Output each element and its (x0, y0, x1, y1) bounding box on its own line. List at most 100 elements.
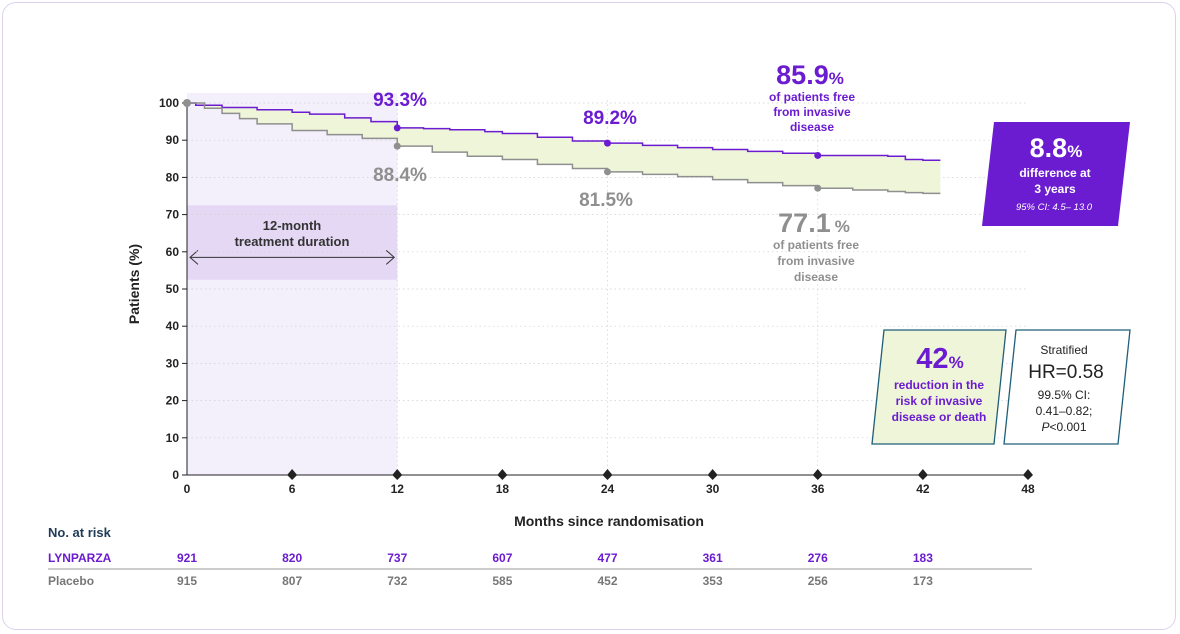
x-tick-label-42: 42 (916, 482, 930, 496)
hr-p-text: P<0.001 (1041, 420, 1086, 434)
reduction-line2: risk of invasive (896, 394, 983, 408)
y-tick-label-20: 20 (166, 394, 180, 408)
x-axis-title: Months since randomisation (514, 513, 704, 529)
placebo-36-line2: from invasive (777, 254, 855, 268)
treatment-label-line1: 12-month (263, 218, 322, 233)
risk-value-placebo-18: 585 (492, 574, 512, 588)
risk-value-lynparza-36: 276 (808, 551, 828, 565)
risk-value-lynparza-30: 361 (703, 551, 723, 565)
risk-value-placebo-30: 353 (703, 574, 723, 588)
hr-p-value: <0.001 (1049, 420, 1086, 434)
lynparza-36-unit: % (829, 69, 844, 88)
risk-value-lynparza-18: 607 (492, 551, 512, 565)
placebo-line (187, 102, 941, 195)
lynparza-36-line2: from invasive (773, 105, 851, 119)
lynparza-36-line3: disease (790, 120, 834, 134)
x-tick-diamond-6 (287, 469, 298, 480)
x-tick-diamond-12 (392, 469, 403, 480)
treatment-window-box (187, 205, 398, 280)
risk-value-placebo-24: 452 (597, 574, 617, 588)
difference-line2: 3 years (1034, 182, 1076, 196)
y-tick-label-10: 10 (166, 431, 180, 445)
y-tick-label-60: 60 (166, 245, 180, 259)
placebo-12-label: 88.4% (373, 165, 427, 186)
y-tick-label-0: 0 (172, 468, 179, 482)
lynparza-24-label: 89.2% (583, 108, 637, 129)
x-tick-diamond-24 (602, 469, 613, 480)
y-tick-label-80: 80 (166, 170, 180, 184)
y-tick-label-40: 40 (166, 319, 180, 333)
y-tick-label-30: 30 (166, 356, 180, 370)
placebo-36-line3: disease (794, 270, 838, 284)
x-tick-diamond-42 (917, 469, 928, 480)
reduction-line3: disease or death (892, 410, 987, 424)
placebo-24-label: 81.5% (579, 190, 633, 211)
difference-line1: difference at (1019, 166, 1090, 180)
y-tick-label-50: 50 (166, 282, 180, 296)
risk-row-label-placebo: Placebo (48, 574, 94, 588)
risk-value-placebo-12: 732 (387, 574, 407, 588)
risk-row-label-lynparza: LYNPARZA (48, 551, 112, 565)
placebo-36-line1: of patients free (773, 238, 859, 252)
difference-unit: % (1067, 142, 1082, 161)
x-tick-diamond-30 (707, 469, 718, 480)
x-tick-diamond-36 (812, 469, 823, 480)
x-tick-label-30: 30 (706, 482, 720, 496)
x-tick-label-0: 0 (184, 482, 191, 496)
y-tick-label-100: 100 (159, 96, 179, 110)
y-axis-title: Patients (%) (126, 244, 142, 324)
treatment-label-line2: treatment duration (235, 234, 350, 249)
risk-value-lynparza-42: 183 (913, 551, 933, 565)
difference-ci: 95% CI: 4.5– 13.0 (1016, 202, 1093, 213)
x-tick-label-24: 24 (601, 482, 615, 496)
placebo-36-unit: % (835, 217, 850, 236)
x-tick-diamond-18 (497, 469, 508, 480)
risk-value-placebo-42: 173 (913, 574, 933, 588)
hr-ci2: 0.41–0.82; (1036, 404, 1093, 418)
hr-box (1003, 329, 1131, 445)
risk-value-lynparza-0: 921 (177, 551, 197, 565)
risk-value-placebo-6: 807 (282, 574, 302, 588)
placebo-36-callout-value: 77.1% (778, 208, 850, 238)
risk-value-lynparza-24: 477 (597, 551, 617, 565)
placebo-point-24 (604, 168, 611, 176)
hr-p-letter: P (1041, 420, 1049, 434)
risk-table-title: No. at risk (48, 525, 112, 540)
hr-ci1: 99.5% CI: (1038, 388, 1091, 402)
lynparza-point-12 (393, 124, 401, 132)
reduction-unit: % (949, 353, 964, 372)
reduction-box (871, 329, 1007, 445)
treatment-arrow-right (385, 250, 396, 265)
x-tick-label-6: 6 (289, 482, 296, 496)
lynparza-point-36 (814, 151, 822, 159)
start-point (183, 99, 191, 107)
difference-box (982, 122, 1130, 226)
reduction-value-text: 42% (916, 343, 963, 375)
x-tick-label-12: 12 (391, 482, 405, 496)
lynparza-12-label: 93.3% (373, 90, 427, 111)
risk-value-lynparza-12: 737 (387, 551, 407, 565)
treatment-window-shade (187, 93, 398, 475)
x-tick-label-36: 36 (811, 482, 825, 496)
lynparza-36-line1: of patients free (769, 90, 855, 104)
reduction-line1: reduction in the (894, 378, 984, 392)
lynparza-36-value: 85.9 (776, 60, 829, 90)
difference-value-text: 8.8% (1030, 133, 1083, 163)
difference-value: 8.8 (1030, 133, 1068, 163)
y-tick-label-90: 90 (166, 133, 180, 147)
x-tick-label-48: 48 (1021, 482, 1035, 496)
hr-value: HR=0.58 (1028, 362, 1104, 383)
risk-value-placebo-36: 256 (808, 574, 828, 588)
risk-value-placebo-0: 915 (177, 574, 197, 588)
reduction-value: 42 (916, 343, 948, 375)
lynparza-36-callout-value: 85.9% (776, 60, 844, 90)
x-tick-label-18: 18 (496, 482, 510, 496)
difference-band (187, 103, 941, 194)
placebo-36-value: 77.1 (778, 208, 831, 238)
risk-value-lynparza-6: 820 (282, 551, 302, 565)
lynparza-point-24 (604, 139, 611, 147)
x-tick-diamond-48 (1023, 469, 1033, 480)
placebo-point-12 (393, 142, 401, 150)
treatment-arrow-left (189, 250, 199, 265)
